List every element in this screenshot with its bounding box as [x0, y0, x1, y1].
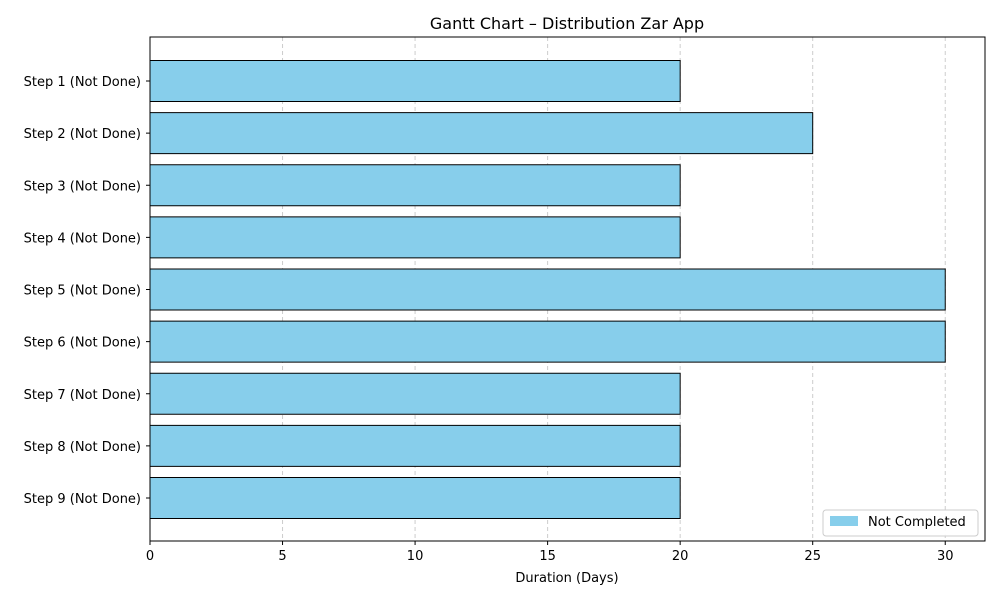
- y-tick-label: Step 8 (Not Done): [24, 440, 141, 455]
- x-tick-label: 10: [407, 549, 424, 564]
- y-tick-label: Step 4 (Not Done): [24, 231, 141, 246]
- y-tick-label: Step 3 (Not Done): [24, 179, 141, 194]
- y-tick-label: Step 1 (Not Done): [24, 75, 141, 90]
- legend: Not Completed: [822, 509, 979, 537]
- gantt-bar: [149, 112, 814, 155]
- x-tick-label: 5: [278, 549, 286, 564]
- gantt-bar: [149, 164, 681, 207]
- y-tick-label: Step 6 (Not Done): [24, 336, 141, 351]
- chart-title: Gantt Chart – Distribution Zar App: [430, 14, 704, 33]
- bars: [149, 60, 946, 519]
- gantt-bar: [149, 216, 681, 259]
- gantt-bar: [149, 60, 681, 102]
- gantt-bar: [149, 477, 681, 519]
- gantt-bar: [149, 320, 946, 363]
- x-tick-label: 25: [804, 549, 821, 564]
- y-tick-label: Step 2 (Not Done): [24, 127, 141, 142]
- legend-label: Not Completed: [868, 515, 966, 530]
- gantt-bar: [149, 424, 681, 467]
- x-tick-label: 30: [937, 549, 954, 564]
- x-tick-label: 0: [146, 549, 154, 564]
- x-axis-label: Duration (Days): [515, 571, 618, 586]
- x-tick-label: 15: [539, 549, 556, 564]
- x-axis-ticks: 0 5 10 15 20 25 30: [146, 541, 954, 564]
- y-tick-label: Step 5 (Not Done): [24, 284, 141, 299]
- y-tick-label: Step 7 (Not Done): [24, 388, 141, 403]
- gantt-bar: [149, 372, 681, 415]
- legend-swatch: [830, 516, 858, 526]
- x-tick-label: 20: [672, 549, 689, 564]
- y-tick-label: Step 9 (Not Done): [24, 492, 141, 507]
- gantt-bar: [149, 268, 946, 311]
- legend-box: [822, 509, 979, 537]
- y-axis-ticks: Step 1 (Not Done) Step 2 (Not Done) Step 3…: [24, 75, 150, 507]
